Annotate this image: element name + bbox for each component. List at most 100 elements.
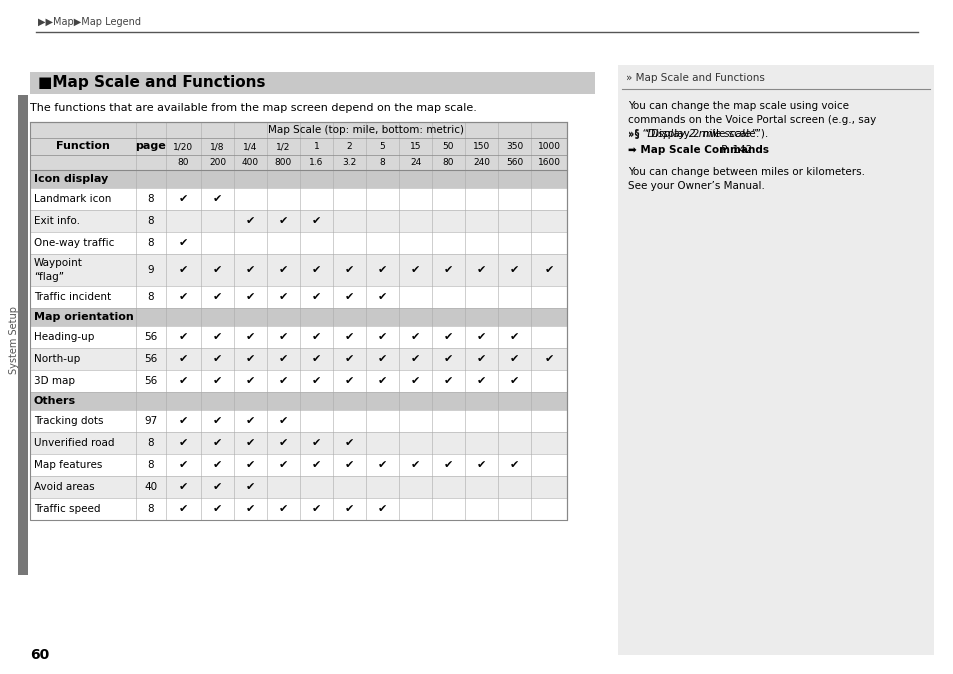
Text: ➡ Map Scale Commands: ➡ Map Scale Commands	[627, 145, 768, 155]
Text: 8: 8	[148, 292, 154, 302]
Bar	[166, 155, 201, 170]
Text: »§: »§	[627, 129, 639, 139]
Text: Heading-up: Heading-up	[34, 332, 94, 342]
Text: Avoid areas: Avoid areas	[34, 482, 94, 492]
Bar	[497, 155, 531, 170]
Bar	[30, 210, 566, 232]
Text: ✔: ✔	[377, 504, 387, 514]
Text: ✔: ✔	[278, 354, 288, 364]
Text: ✔: ✔	[377, 354, 387, 364]
Text: ✔: ✔	[344, 438, 354, 448]
Text: » Map Scale and Functions: » Map Scale and Functions	[625, 73, 764, 83]
Text: 1000: 1000	[537, 142, 560, 151]
Bar	[201, 155, 233, 170]
Text: 1/20: 1/20	[173, 142, 193, 151]
Bar	[30, 326, 566, 348]
Bar	[30, 432, 566, 454]
Text: ✔: ✔	[213, 265, 222, 275]
Text: P. 142: P. 142	[718, 145, 752, 155]
Text: 80: 80	[177, 158, 189, 167]
Text: ✔: ✔	[213, 376, 222, 386]
Text: Landmark icon: Landmark icon	[34, 194, 112, 204]
Bar	[531, 155, 566, 170]
Bar	[30, 498, 566, 520]
Text: 8: 8	[379, 158, 385, 167]
Text: ✔: ✔	[377, 265, 387, 275]
Text: ✔: ✔	[246, 354, 254, 364]
Text: 240: 240	[473, 158, 490, 167]
Bar	[30, 122, 566, 520]
Bar	[333, 138, 366, 155]
Bar	[398, 155, 432, 170]
Text: 8: 8	[148, 504, 154, 514]
Text: 1/4: 1/4	[243, 142, 257, 151]
Bar	[233, 138, 267, 155]
Text: ✔: ✔	[246, 376, 254, 386]
Text: ✔: ✔	[246, 482, 254, 492]
Text: ✔: ✔	[178, 332, 188, 342]
Text: “flag”: “flag”	[34, 272, 64, 282]
Text: Function: Function	[56, 141, 110, 151]
Text: 15: 15	[410, 142, 421, 151]
Bar	[30, 254, 566, 286]
Text: ✔: ✔	[312, 265, 321, 275]
Text: ✔: ✔	[312, 216, 321, 226]
Text: ✔: ✔	[278, 376, 288, 386]
Text: 1/8: 1/8	[210, 142, 225, 151]
Text: Exit info.: Exit info.	[34, 216, 80, 226]
Text: ✔: ✔	[178, 265, 188, 275]
Text: ✔: ✔	[278, 460, 288, 470]
Text: ✔: ✔	[278, 504, 288, 514]
Text: ✔: ✔	[509, 376, 518, 386]
Bar	[136, 122, 166, 170]
Bar	[30, 410, 566, 432]
Text: ✔: ✔	[312, 504, 321, 514]
Text: 3.2: 3.2	[342, 158, 356, 167]
Text: ✔: ✔	[509, 354, 518, 364]
Bar	[299, 155, 333, 170]
Bar	[497, 138, 531, 155]
Text: commands on the Voice Portal screen (e.g., say: commands on the Voice Portal screen (e.g…	[627, 115, 876, 125]
Text: 8: 8	[148, 438, 154, 448]
Text: Waypoint: Waypoint	[34, 258, 83, 268]
Text: 2: 2	[346, 142, 352, 151]
Text: ✔: ✔	[278, 292, 288, 302]
Text: 1.6: 1.6	[309, 158, 323, 167]
Text: ✔: ✔	[344, 504, 354, 514]
Text: 8: 8	[148, 238, 154, 248]
Text: ✔: ✔	[312, 354, 321, 364]
Text: 3D map: 3D map	[34, 376, 75, 386]
Text: 97: 97	[144, 416, 157, 426]
Text: ✔: ✔	[178, 292, 188, 302]
Text: ✔: ✔	[509, 265, 518, 275]
Bar	[30, 122, 136, 170]
Text: ✔: ✔	[476, 376, 486, 386]
Text: ✔: ✔	[178, 438, 188, 448]
Bar	[366, 138, 398, 155]
Text: The functions that are available from the map screen depend on the map scale.: The functions that are available from th…	[30, 103, 476, 113]
Text: 150: 150	[473, 142, 490, 151]
Text: ✔: ✔	[312, 292, 321, 302]
Bar	[30, 454, 566, 476]
Bar	[464, 155, 497, 170]
Text: ✔: ✔	[178, 482, 188, 492]
Text: ✔: ✔	[246, 292, 254, 302]
Text: 400: 400	[242, 158, 259, 167]
Bar	[625, 128, 925, 143]
Text: ✔: ✔	[411, 354, 419, 364]
Text: 1: 1	[314, 142, 319, 151]
Text: ✔: ✔	[213, 438, 222, 448]
Text: 60: 60	[30, 648, 50, 662]
Text: 50: 50	[442, 142, 454, 151]
Text: ✔: ✔	[312, 376, 321, 386]
Bar	[166, 122, 566, 138]
Text: ✔: ✔	[377, 332, 387, 342]
Bar	[267, 138, 299, 155]
Text: ✔: ✔	[476, 460, 486, 470]
Text: page: page	[135, 141, 166, 151]
Text: Map Scale (top: mile, bottom: metric): Map Scale (top: mile, bottom: metric)	[268, 125, 464, 135]
Text: ✔: ✔	[213, 292, 222, 302]
Bar	[30, 232, 566, 254]
Bar	[30, 348, 566, 370]
Text: ✔: ✔	[178, 354, 188, 364]
